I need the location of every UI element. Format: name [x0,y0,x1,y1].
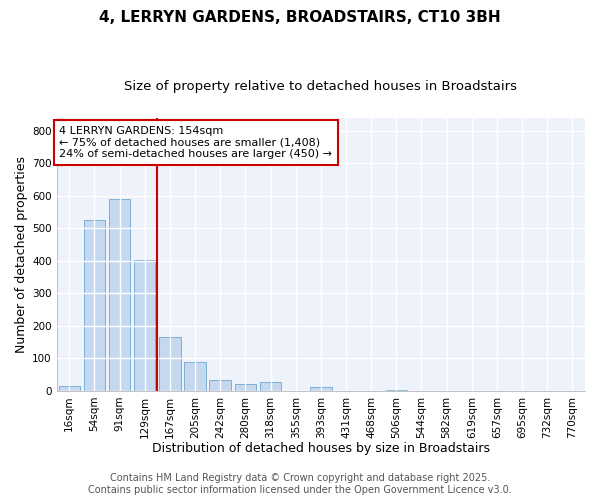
Y-axis label: Number of detached properties: Number of detached properties [15,156,28,353]
Bar [159,337,181,391]
Bar [260,382,281,391]
Text: 4 LERRYN GARDENS: 154sqm
← 75% of detached houses are smaller (1,408)
24% of sem: 4 LERRYN GARDENS: 154sqm ← 75% of detach… [59,126,332,159]
Bar [386,390,407,391]
Bar [83,220,105,391]
Bar [310,387,332,391]
Bar [184,362,206,391]
Text: 4, LERRYN GARDENS, BROADSTAIRS, CT10 3BH: 4, LERRYN GARDENS, BROADSTAIRS, CT10 3BH [99,10,501,25]
Text: Contains HM Land Registry data © Crown copyright and database right 2025.
Contai: Contains HM Land Registry data © Crown c… [88,474,512,495]
Bar [109,199,130,391]
Bar [235,384,256,391]
Bar [209,380,231,391]
Bar [59,386,80,391]
Title: Size of property relative to detached houses in Broadstairs: Size of property relative to detached ho… [124,80,517,93]
Bar [134,260,155,391]
X-axis label: Distribution of detached houses by size in Broadstairs: Distribution of detached houses by size … [152,442,490,455]
